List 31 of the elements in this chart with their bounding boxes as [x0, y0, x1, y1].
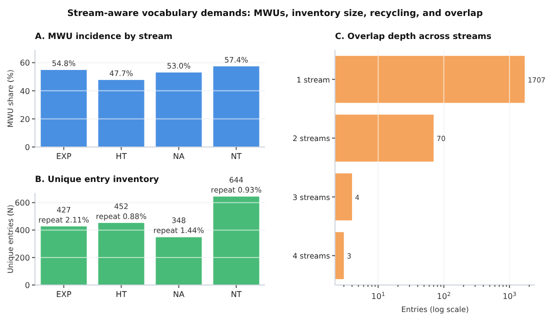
x-tick-label: 10$^{3}$	[502, 291, 517, 301]
y-tick-label: 0	[24, 281, 30, 290]
bar	[213, 196, 260, 285]
x-tick-label: NA	[173, 290, 185, 299]
y-tick-label: 60	[20, 58, 30, 68]
y-tick-label: 600	[14, 198, 30, 208]
bar	[156, 237, 202, 285]
x-tick-label: NT	[230, 290, 242, 299]
bar	[98, 80, 144, 147]
chart-title: C. Overlap depth across streams	[335, 32, 492, 42]
x-tick-label: NT	[230, 152, 242, 161]
x-tick-label: NA	[173, 152, 185, 161]
bar	[40, 70, 87, 147]
y-tick-label: 200	[14, 254, 30, 263]
x-tick-label: EXP	[56, 152, 72, 161]
x-tick-label: 10$^{2}$	[436, 291, 451, 301]
chart-title: B. Unique entry inventory	[35, 175, 160, 185]
y-tick-label: 400	[14, 226, 30, 236]
x-tick-label: HT	[116, 152, 127, 161]
bar	[156, 72, 202, 147]
text: Stream-aware vocabulary demands: MWUs, inventory size, recycling, and overlap	[67, 9, 484, 19]
x-tick-label: EXP	[56, 290, 72, 299]
chart-title: A. MWU incidence by stream	[35, 32, 173, 42]
x-tick-label: 10$^{1}$	[371, 291, 386, 301]
x-tick-label: HT	[116, 290, 127, 299]
bar	[40, 226, 87, 285]
bar	[98, 222, 144, 285]
y-tick-label: 0	[24, 143, 30, 152]
y-tick-label: 20	[20, 114, 30, 124]
y-tick-label: 40	[20, 86, 30, 96]
bar	[213, 66, 260, 147]
